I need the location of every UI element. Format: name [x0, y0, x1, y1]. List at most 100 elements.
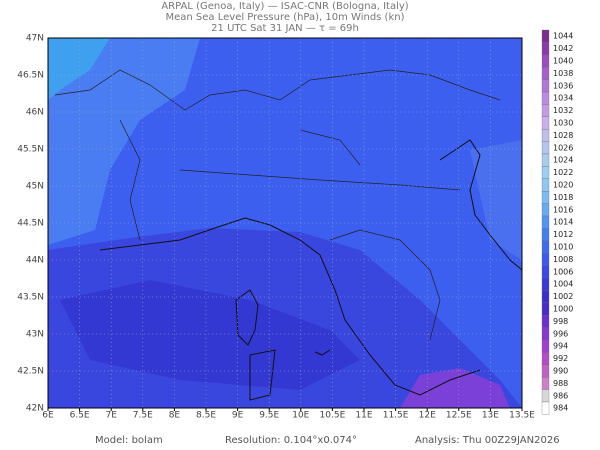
- colorbar-label: 1020: [553, 181, 573, 190]
- y-tick-label: 45N: [26, 182, 44, 192]
- colorbar-swatch: [541, 389, 550, 403]
- colorbar-label: 990: [553, 367, 568, 376]
- colorbar-label: 1026: [553, 143, 573, 152]
- colorbar-swatch: [541, 42, 550, 55]
- colorbar-label: 1034: [553, 94, 573, 103]
- pressure-field: [60, 280, 360, 390]
- colorbar-label: 1036: [553, 81, 573, 90]
- header-line: ARPAL (Genoa, Italy) — ISAC-CNR (Bologna…: [161, 1, 408, 12]
- colorbar-swatch: [541, 265, 550, 279]
- colorbar-label: 984: [553, 404, 568, 413]
- colorbar-label: 986: [553, 391, 568, 400]
- colorbar-label: 1004: [553, 280, 573, 289]
- colorbar-label: 1038: [553, 69, 573, 78]
- colorbar-swatch: [541, 352, 550, 365]
- footer-model: Model: bolam: [95, 435, 163, 446]
- colorbar-swatch: [541, 91, 550, 105]
- pressure-field: [470, 140, 522, 260]
- colorbar-swatch: [541, 327, 550, 341]
- colorbar-swatch: [541, 364, 550, 378]
- y-tick-label: 46N: [26, 108, 44, 118]
- y-tick-label: 42N: [26, 404, 44, 414]
- colorbar-swatch: [541, 401, 550, 415]
- grid: [48, 38, 522, 408]
- colorbar-label: 1010: [553, 243, 573, 252]
- y-tick-label: 43.5N: [17, 293, 44, 303]
- colorbar-swatch: [541, 129, 550, 142]
- colorbar-swatch: [541, 339, 550, 353]
- footer-resolution: Resolution: 0.104°x0.074°: [225, 435, 357, 446]
- colorbar-label: 1032: [553, 106, 573, 115]
- x-tick-label: 11.5E: [383, 411, 409, 421]
- colorbar-swatch: [541, 116, 550, 130]
- pressure-field: [48, 38, 110, 100]
- map-frame: [47, 37, 523, 409]
- x-tick-label: 6.5E: [70, 411, 90, 421]
- colorbar-swatch: [541, 277, 550, 291]
- colorbar-label: 1014: [553, 218, 573, 227]
- x-tick-label: 8.5E: [196, 411, 216, 421]
- colorbar-label: 1006: [553, 267, 573, 276]
- colorbar-swatch: [541, 253, 550, 266]
- pressure-field: [48, 38, 200, 245]
- x-tick-label: 11E: [355, 411, 372, 421]
- footer-analysis: Analysis: Thu 00Z29JAN2026: [415, 435, 560, 446]
- colorbar-swatch: [541, 79, 550, 93]
- colorbar-label: 1016: [553, 205, 573, 214]
- x-tick-label: 12.5E: [446, 411, 472, 421]
- colorbar-swatch: [541, 302, 550, 316]
- colorbar-label: 992: [553, 354, 568, 363]
- x-tick-label: 10.5E: [320, 411, 346, 421]
- colorbar-swatch: [541, 191, 550, 204]
- colorbar-swatch: [541, 240, 550, 254]
- x-tick-label: 7E: [105, 411, 117, 421]
- colorbar-swatch: [541, 290, 550, 303]
- map-field: [47, 37, 523, 409]
- header-line: 21 UTC Sat 31 JAN — τ = 69h: [211, 23, 359, 34]
- colorbar-label: 988: [553, 379, 568, 388]
- colorbar-label: 1008: [553, 255, 573, 264]
- colorbar-label: 994: [553, 342, 568, 351]
- x-tick-label: 12E: [419, 411, 436, 421]
- colorbar-label: 1024: [553, 156, 573, 165]
- x-tick-label: 6E: [42, 411, 54, 421]
- y-tick-label: 45.5N: [17, 145, 44, 155]
- colorbar-label: 1040: [553, 57, 573, 66]
- colorbar-label: 1044: [553, 32, 573, 41]
- colorbar-swatch: [541, 67, 550, 80]
- header-line: Mean Sea Level Pressure (hPa), 10m Winds…: [166, 12, 405, 23]
- x-tick-label: 9.5E: [259, 411, 279, 421]
- x-tick-label: 10E: [292, 411, 309, 421]
- x-tick-label: 8E: [169, 411, 181, 421]
- border: [54, 69, 501, 341]
- colorbar-label: 1042: [553, 44, 573, 53]
- x-tick-label: 9E: [232, 411, 244, 421]
- colorbar-swatch: [541, 153, 550, 167]
- colorbar-label: 1022: [553, 168, 573, 177]
- colorbar: 1044 1042 1040 1038 1036 1034 1032 1030 1028 1026…: [541, 29, 573, 415]
- colorbar-swatch: [541, 104, 550, 117]
- colorbar-label: 1012: [553, 230, 573, 239]
- colorbar-label: 1002: [553, 292, 573, 301]
- colorbar-label: 1018: [553, 193, 573, 202]
- colorbar-swatch: [541, 377, 550, 390]
- y-tick-label: 47N: [26, 34, 44, 44]
- y-tick-label: 42.5N: [17, 367, 44, 377]
- colorbar-swatch: [541, 29, 550, 43]
- x-tick-label: 13.5E: [509, 411, 535, 421]
- colorbar-swatch: [541, 54, 550, 68]
- colorbar-swatch: [541, 228, 550, 241]
- coastline: [99, 139, 523, 401]
- colorbar-swatch: [541, 178, 550, 192]
- colorbar-swatch: [541, 215, 550, 229]
- y-tick-label: 46.5N: [17, 71, 44, 81]
- colorbar-label: 1030: [553, 119, 573, 128]
- colorbar-label: 998: [553, 317, 568, 326]
- y-tick-label: 44N: [26, 256, 44, 266]
- colorbar-label: 1000: [553, 305, 573, 314]
- colorbar-label: 1028: [553, 131, 573, 140]
- y-tick-label: 43N: [26, 330, 44, 340]
- colorbar-swatch: [541, 315, 550, 328]
- x-tick-label: 13E: [482, 411, 499, 421]
